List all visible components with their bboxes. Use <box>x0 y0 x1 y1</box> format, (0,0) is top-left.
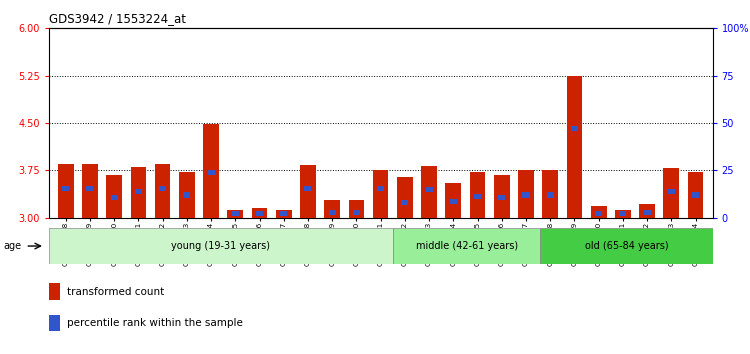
Text: transformed count: transformed count <box>67 287 164 297</box>
Bar <box>256 211 263 216</box>
Bar <box>571 126 578 131</box>
Bar <box>542 170 558 218</box>
Bar <box>425 187 433 193</box>
Text: old (65-84 years): old (65-84 years) <box>585 241 668 251</box>
Bar <box>110 195 118 200</box>
Bar <box>639 204 655 218</box>
Bar <box>595 211 602 216</box>
Bar <box>401 200 409 205</box>
Bar <box>49 283 60 300</box>
Bar <box>494 175 509 218</box>
Bar <box>58 164 74 218</box>
Bar <box>227 210 243 218</box>
Bar <box>179 172 195 218</box>
Bar <box>377 186 384 191</box>
Bar <box>397 177 412 218</box>
Bar <box>86 186 94 191</box>
Text: percentile rank within the sample: percentile rank within the sample <box>67 318 243 328</box>
Bar <box>154 164 170 218</box>
Bar <box>130 167 146 218</box>
Bar <box>615 210 631 218</box>
Text: GDS3942 / 1553224_at: GDS3942 / 1553224_at <box>49 12 186 25</box>
Bar <box>106 175 122 218</box>
Bar <box>328 210 336 215</box>
Bar <box>422 166 437 218</box>
Bar <box>324 200 340 218</box>
Bar <box>668 189 675 194</box>
Bar <box>135 189 142 194</box>
Bar <box>450 199 457 204</box>
Bar <box>692 193 699 198</box>
Bar <box>300 165 316 218</box>
Bar <box>644 210 651 215</box>
Bar <box>474 194 481 199</box>
Bar <box>82 164 98 218</box>
Bar <box>498 195 506 200</box>
Bar <box>547 193 554 198</box>
Bar <box>591 206 607 218</box>
FancyBboxPatch shape <box>541 228 712 264</box>
Text: middle (42-61 years): middle (42-61 years) <box>416 241 518 251</box>
Bar <box>349 200 364 218</box>
Bar <box>566 76 582 218</box>
FancyBboxPatch shape <box>393 228 541 264</box>
Text: age: age <box>4 241 22 251</box>
Bar <box>159 186 166 191</box>
Bar <box>518 170 534 218</box>
Bar <box>688 172 703 218</box>
Bar <box>352 210 360 215</box>
Bar <box>49 315 60 331</box>
Bar <box>304 186 311 191</box>
Bar <box>620 211 626 216</box>
Bar <box>183 193 190 198</box>
Bar <box>276 210 292 218</box>
Bar <box>470 172 485 218</box>
Bar <box>373 170 388 218</box>
Bar <box>446 183 461 218</box>
Bar <box>208 170 214 175</box>
Bar <box>62 186 69 191</box>
Bar <box>523 193 530 198</box>
Text: young (19-31 years): young (19-31 years) <box>171 241 270 251</box>
FancyBboxPatch shape <box>49 228 393 264</box>
Bar <box>232 211 238 216</box>
Bar <box>203 124 219 218</box>
Bar <box>280 211 287 216</box>
Bar <box>664 169 680 218</box>
Bar <box>252 208 268 218</box>
